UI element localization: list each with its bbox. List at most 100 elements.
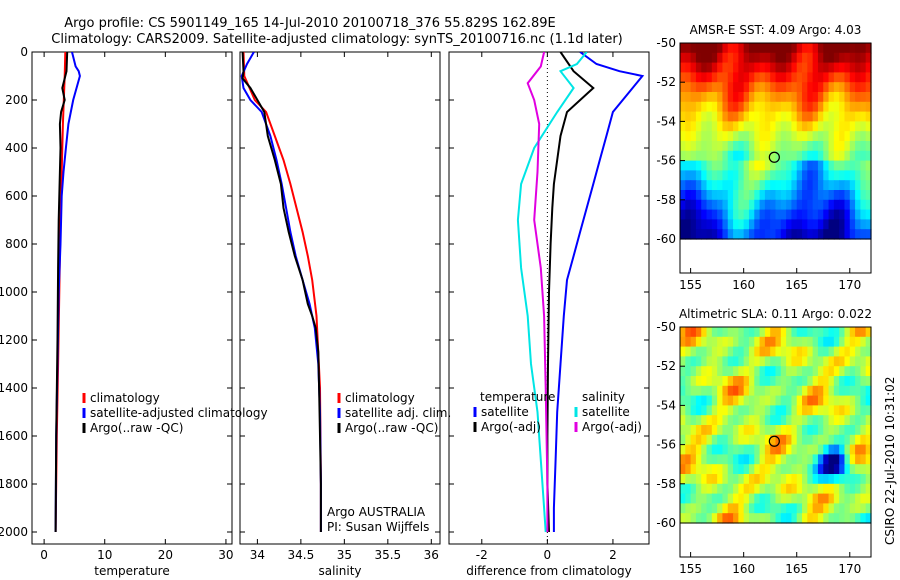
- map-cell: [748, 503, 755, 514]
- map-cell: [733, 327, 739, 338]
- map-cell: [685, 121, 692, 132]
- map-cell: [690, 199, 697, 211]
- map-cell: [855, 219, 861, 230]
- map-cell: [796, 327, 803, 338]
- map-cell: [791, 160, 798, 171]
- map-cell: [717, 513, 724, 524]
- map-cell: [775, 336, 782, 348]
- map-cell: [796, 229, 803, 240]
- map-cell: [706, 82, 713, 93]
- map-cell: [823, 474, 830, 485]
- map-cell: [748, 82, 755, 93]
- map-cell: [823, 356, 830, 367]
- map-cell: [717, 101, 724, 113]
- map-cell: [844, 141, 851, 152]
- map-y-tick-label: -50: [656, 36, 676, 50]
- map-x-tick-label: 160: [732, 278, 755, 292]
- map-cell: [812, 62, 819, 73]
- map-cell: [722, 62, 729, 73]
- map-cell: [786, 101, 793, 113]
- plot-frame: [448, 51, 650, 545]
- map-cell: [828, 336, 835, 348]
- map-cell: [695, 111, 702, 122]
- map-cell: [733, 92, 739, 103]
- map-cell: [738, 356, 745, 367]
- map-cell: [680, 464, 686, 475]
- map-cell: [711, 356, 718, 367]
- map-cell: [722, 180, 729, 191]
- map-cell: [807, 454, 814, 465]
- map-cell: [812, 131, 819, 142]
- map-y-tick-label: -58: [656, 477, 676, 491]
- map-cell: [680, 52, 686, 64]
- map-cell: [828, 150, 835, 162]
- map-cell: [833, 493, 840, 504]
- map-cell: [796, 366, 803, 377]
- map-cell: [743, 190, 750, 201]
- map-cell: [748, 131, 755, 142]
- map-cell: [828, 493, 835, 504]
- map-cell: [690, 72, 697, 83]
- map-cell: [722, 425, 729, 436]
- map-cell: [817, 219, 824, 230]
- map-cell: [685, 474, 692, 485]
- map-cell: [855, 111, 861, 122]
- map-cell: [754, 72, 761, 83]
- map-cell: [796, 92, 803, 103]
- map-cell: [754, 209, 761, 220]
- map-cell: [727, 121, 734, 132]
- map-cell: [764, 52, 771, 64]
- map-cell: [823, 327, 830, 338]
- map-cell: [833, 219, 840, 230]
- map-cell: [807, 101, 814, 113]
- map-cell: [802, 366, 808, 377]
- map-cell: [695, 131, 702, 142]
- map-cell: [754, 131, 761, 142]
- map-y-tick-label: -60: [656, 232, 676, 246]
- map-cell: [839, 141, 846, 152]
- map-cell: [786, 434, 793, 446]
- map-cell: [770, 454, 777, 465]
- map-cell: [717, 405, 724, 416]
- map-cell: [754, 82, 761, 93]
- map-cell: [748, 415, 755, 426]
- map-cell: [711, 219, 718, 230]
- map-cell: [727, 199, 734, 211]
- map-cell: [844, 346, 851, 357]
- map-cell: [817, 327, 824, 338]
- map-cell: [817, 150, 824, 162]
- map-cell: [717, 474, 724, 485]
- map-cell: [754, 180, 761, 191]
- map-cell: [701, 170, 708, 181]
- map-x-tick-label: 165: [785, 278, 808, 292]
- map-cell: [695, 385, 702, 397]
- map-cell: [823, 52, 830, 64]
- map-y-tick-label: -50: [656, 320, 676, 334]
- map-cell: [733, 111, 739, 122]
- map-cell: [754, 141, 761, 152]
- map-cell: [828, 219, 835, 230]
- map-cell: [759, 444, 766, 455]
- map-cell: [860, 336, 867, 348]
- map-cell: [748, 219, 755, 230]
- map-cell: [796, 62, 803, 73]
- map-cell: [685, 160, 692, 171]
- map-cell: [743, 327, 750, 338]
- map-cell: [791, 327, 798, 338]
- map-cell: [812, 503, 819, 514]
- map-cell: [764, 62, 771, 73]
- map-cell: [738, 346, 745, 357]
- map-cell: [727, 141, 734, 152]
- map-cell: [743, 72, 750, 83]
- map-cell: [812, 356, 819, 367]
- map-cell: [685, 180, 692, 191]
- map-cell: [828, 376, 835, 387]
- map-cell: [839, 121, 846, 132]
- map-cell: [807, 385, 814, 397]
- map-cell: [680, 199, 686, 211]
- map-cell: [711, 327, 718, 338]
- map-cell: [733, 425, 739, 436]
- map-cell: [770, 444, 777, 455]
- map-cell: [743, 82, 750, 93]
- map-cell: [791, 199, 798, 211]
